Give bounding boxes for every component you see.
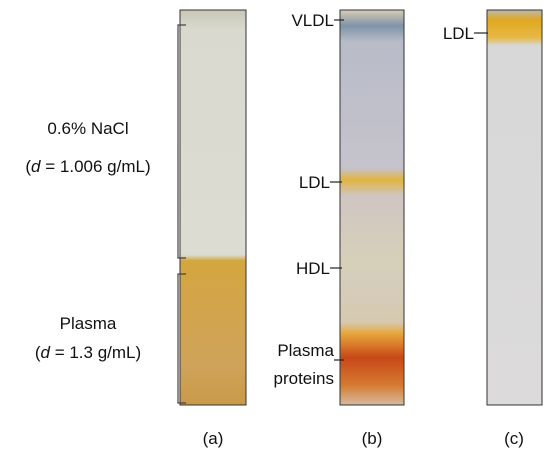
band-label: VLDL — [291, 11, 334, 30]
tube-c — [486, 9, 543, 406]
band-label: LDL — [443, 24, 474, 43]
band-label: proteins — [274, 369, 334, 388]
band-label: HDL — [296, 259, 330, 278]
band-label: LDL — [299, 173, 330, 192]
layer-density: (d = 1.3 g/mL) — [35, 343, 141, 362]
layer-name: Plasma — [60, 314, 117, 333]
tube-b — [339, 9, 405, 406]
panel-label: (b) — [362, 429, 383, 448]
band-label: Plasma — [277, 341, 334, 360]
panel-label: (a) — [203, 429, 224, 448]
layer-name: 0.6% NaCl — [47, 119, 128, 138]
bracket — [177, 24, 186, 259]
layer-density: (d = 1.006 g/mL) — [25, 157, 150, 176]
bracket — [177, 273, 186, 404]
panel-label: (c) — [504, 429, 524, 448]
tube-a — [179, 9, 247, 406]
